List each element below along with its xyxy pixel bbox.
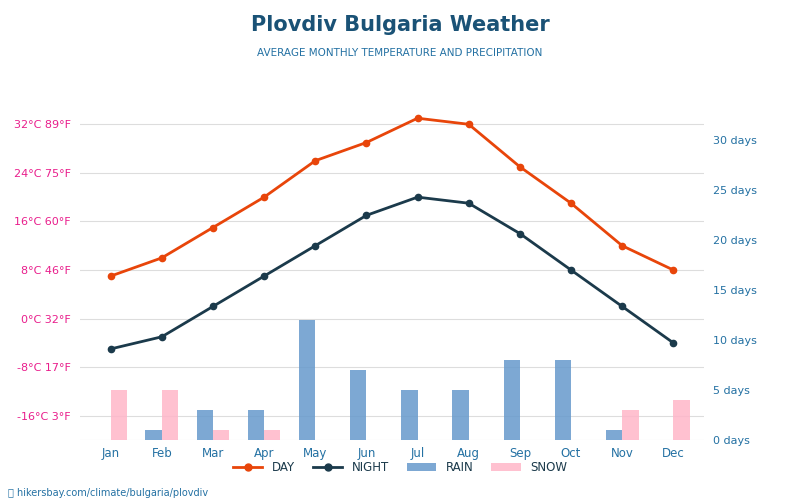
Text: ⌖ hikersbay.com/climate/bulgaria/plovdiv: ⌖ hikersbay.com/climate/bulgaria/plovdiv (8, 488, 208, 498)
Bar (554, 360, 571, 440)
Bar (162, 390, 178, 440)
Bar (248, 410, 264, 440)
Legend: DAY, NIGHT, RAIN, SNOW: DAY, NIGHT, RAIN, SNOW (228, 456, 572, 479)
Bar (264, 430, 281, 440)
Bar (110, 390, 127, 440)
Bar (402, 390, 418, 440)
Bar (350, 370, 366, 440)
Bar (503, 360, 520, 440)
Bar (146, 430, 162, 440)
Text: AVERAGE MONTHLY TEMPERATURE AND PRECIPITATION: AVERAGE MONTHLY TEMPERATURE AND PRECIPIT… (258, 48, 542, 58)
Bar (299, 320, 315, 440)
Bar (606, 430, 622, 440)
Bar (674, 400, 690, 440)
Bar (622, 410, 638, 440)
Bar (213, 430, 230, 440)
Bar (197, 410, 213, 440)
Bar (452, 390, 469, 440)
Text: Plovdiv Bulgaria Weather: Plovdiv Bulgaria Weather (250, 15, 550, 35)
